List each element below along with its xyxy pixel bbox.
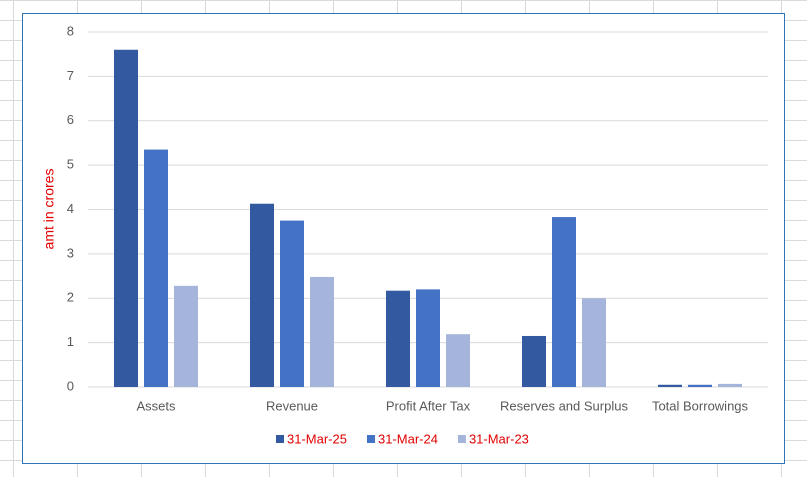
x-tick-label: Profit After Tax xyxy=(386,398,471,413)
legend-text: 31-Mar-24 xyxy=(378,431,438,446)
y-tick-label: 1 xyxy=(67,334,74,349)
y-tick-label: 0 xyxy=(67,378,74,393)
bar xyxy=(310,276,334,387)
legend-marker xyxy=(457,435,466,443)
x-tick-label: Assets xyxy=(136,398,176,413)
x-tick-label: Reserves and Surplus xyxy=(500,398,628,413)
bar xyxy=(280,220,304,387)
y-tick-label: 8 xyxy=(67,23,74,38)
bar xyxy=(552,217,576,387)
bar xyxy=(688,384,712,387)
bar xyxy=(386,290,410,387)
bar xyxy=(718,383,742,387)
bar xyxy=(174,285,198,387)
legend-text: 31-Mar-23 xyxy=(469,431,529,446)
legend-marker xyxy=(366,435,375,443)
y-tick-label: 5 xyxy=(67,157,74,172)
legend-marker xyxy=(276,435,284,443)
bar xyxy=(250,203,274,387)
y-tick-label: 4 xyxy=(67,201,74,216)
y-tick-label: 2 xyxy=(67,290,74,305)
bar xyxy=(522,335,546,387)
x-tick-label: Total Borrowings xyxy=(652,398,749,413)
y-axis-title: amt in crores xyxy=(41,169,57,250)
bar xyxy=(416,289,440,387)
bar xyxy=(144,149,168,387)
y-tick-label: 7 xyxy=(67,68,74,83)
y-tick-label: 3 xyxy=(67,245,74,260)
y-tick-label: 6 xyxy=(67,112,74,127)
legend-text: 31-Mar-25 xyxy=(287,431,347,446)
x-tick-label: Revenue xyxy=(266,398,318,413)
bar xyxy=(658,384,682,387)
bar xyxy=(582,298,606,387)
bar xyxy=(114,49,138,387)
bar xyxy=(446,334,470,387)
